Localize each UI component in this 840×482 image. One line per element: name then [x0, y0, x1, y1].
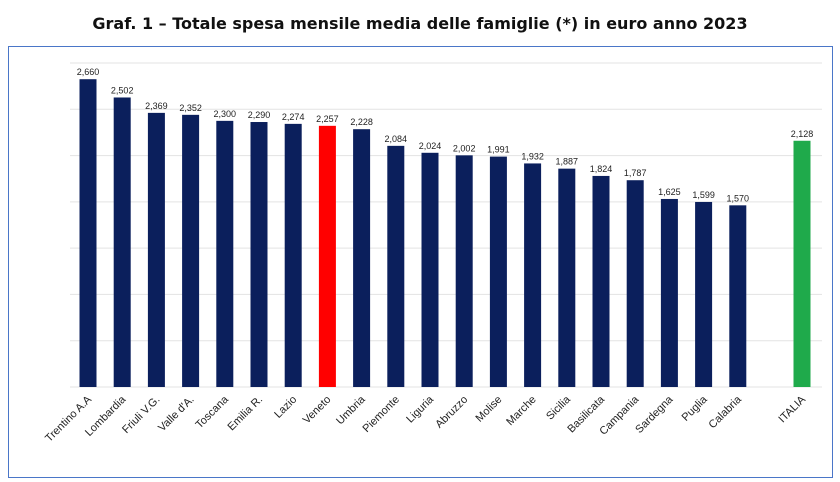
bar-italia	[793, 140, 811, 387]
category-label: Sicilia	[544, 393, 573, 422]
bar-emilia-r	[250, 122, 268, 387]
value-label: 2,002	[453, 143, 476, 153]
bar-lombardia	[113, 97, 131, 388]
value-label: 1,599	[692, 190, 715, 200]
category-label: Veneto	[301, 394, 334, 427]
value-label: 2,228	[350, 117, 373, 127]
category-label: Sardegna	[633, 393, 676, 436]
value-label: 2,024	[419, 141, 442, 151]
category-label: Marche	[504, 394, 538, 428]
value-label: 2,352	[179, 103, 202, 113]
value-label: 2,290	[248, 110, 271, 120]
bar-lazio	[284, 123, 302, 387]
bar-friuli-v-g	[147, 112, 165, 387]
bar-toscana	[216, 120, 234, 387]
category-label: Lazio	[272, 394, 299, 421]
value-label: 2,502	[111, 85, 134, 95]
category-label: Liguria	[404, 393, 436, 425]
category-label: Friuli V.G.	[120, 394, 162, 436]
value-label: 1,991	[487, 145, 510, 155]
bar-basilicata	[592, 175, 610, 387]
value-label: 2,369	[145, 101, 168, 111]
bar-liguria	[421, 152, 439, 387]
bar-veneto	[318, 125, 336, 387]
bar-puglia	[695, 201, 713, 387]
category-label: Trentino A.A	[43, 393, 94, 444]
value-label: 1,824	[590, 164, 613, 174]
value-label: 2,128	[791, 129, 814, 139]
bar-sicilia	[558, 168, 576, 387]
value-label: 2,660	[77, 67, 100, 77]
value-label: 2,257	[316, 114, 339, 124]
bar-sardegna	[660, 198, 678, 387]
value-label: 1,625	[658, 187, 681, 197]
bar-calabria	[729, 205, 747, 387]
bar-campania	[626, 180, 644, 387]
category-label: Puglia	[680, 393, 711, 424]
value-label: 1,887	[556, 157, 579, 167]
bar-piemonte	[387, 145, 405, 387]
value-label: 2,274	[282, 112, 305, 122]
category-label: Piemonte	[361, 394, 402, 435]
bar-abruzzo	[455, 155, 473, 387]
category-label: Abruzzo	[433, 394, 470, 431]
value-label: 1,787	[624, 168, 647, 178]
bar-valle-d-a	[182, 114, 200, 387]
bar-trentino-a-a	[79, 79, 97, 387]
value-label: 1,932	[521, 151, 544, 161]
bar-umbria	[353, 129, 371, 387]
category-label: Calabria	[706, 393, 744, 431]
bar-marche	[524, 163, 542, 387]
category-label: ITALIA	[776, 393, 808, 425]
value-label: 2,300	[214, 109, 237, 119]
category-label: Umbria	[334, 393, 368, 427]
chart-title: Graf. 1 – Totale spesa mensile media del…	[92, 14, 748, 33]
value-label: 1,570	[727, 193, 750, 203]
category-label: Molise	[474, 394, 505, 425]
category-label: Valle d'A.	[156, 394, 197, 435]
bar-molise	[489, 156, 507, 387]
category-label: Emilia R.	[226, 394, 266, 434]
value-label: 2,084	[385, 134, 408, 144]
